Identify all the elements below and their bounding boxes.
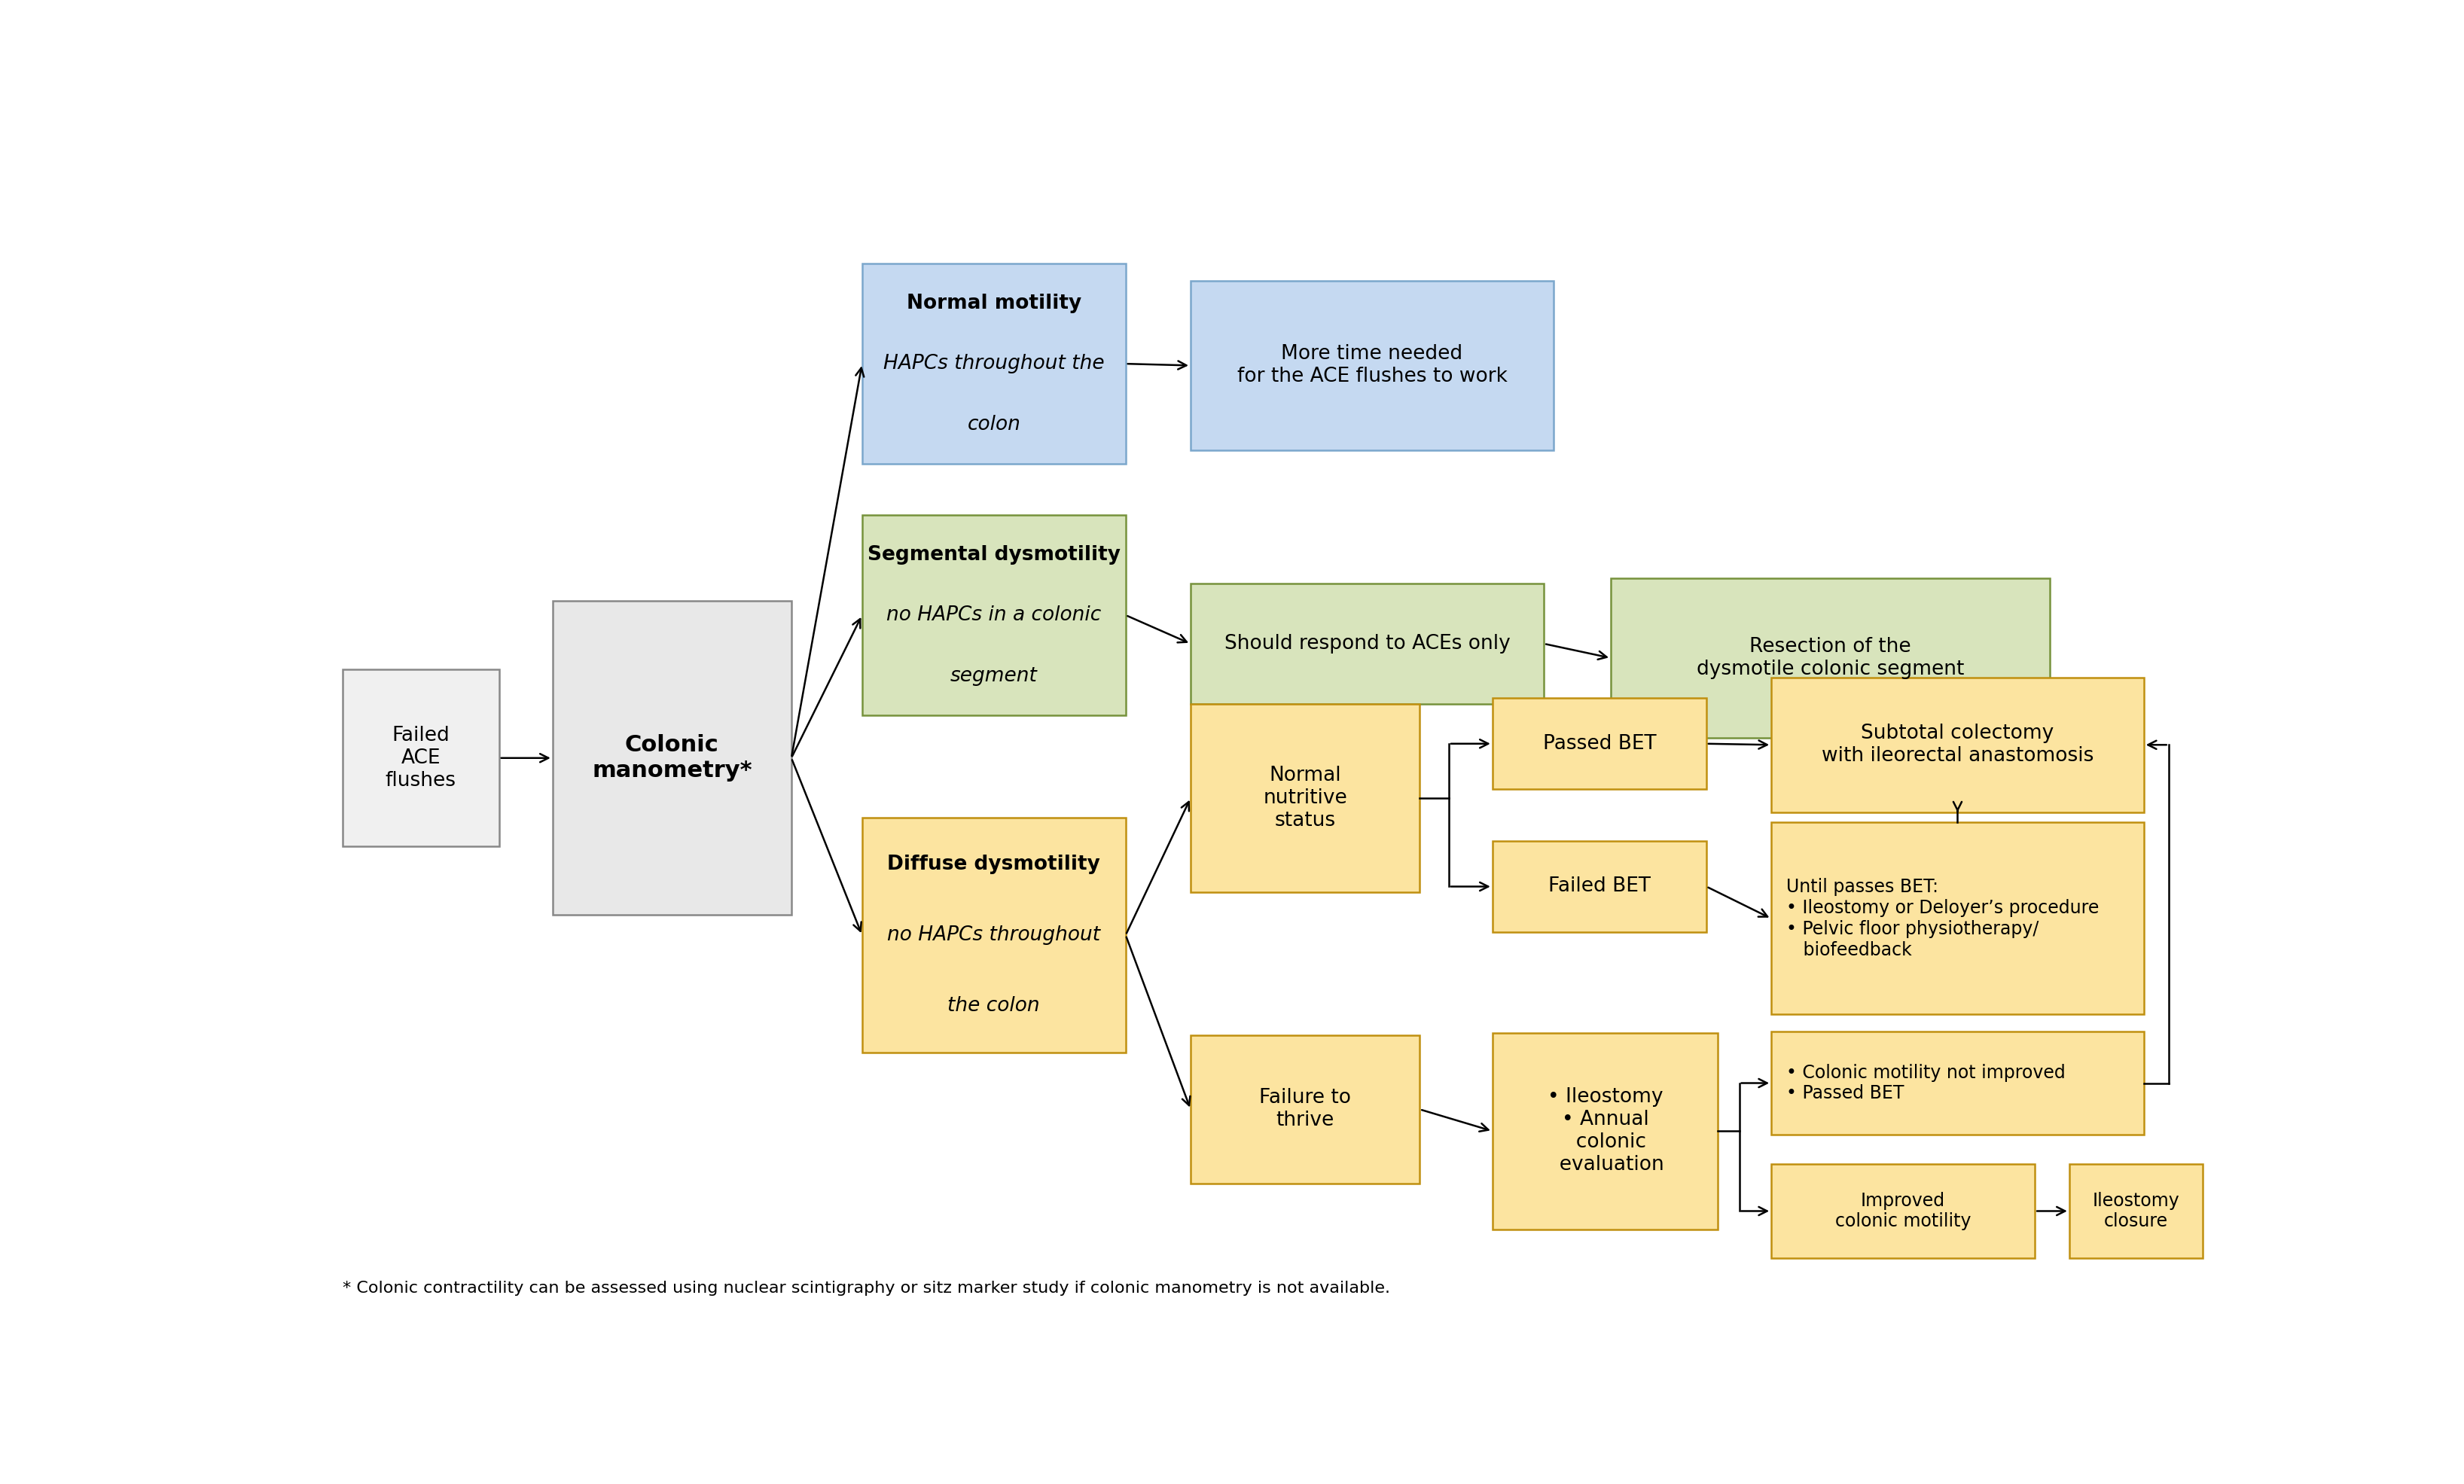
Text: Colonic
manometry*: Colonic manometry* bbox=[591, 735, 752, 782]
Text: Failed
ACE
flushes: Failed ACE flushes bbox=[384, 726, 456, 791]
Text: the colon: the colon bbox=[946, 996, 1040, 1017]
Text: Failure to
thrive: Failure to thrive bbox=[1259, 1088, 1350, 1131]
FancyBboxPatch shape bbox=[1772, 1031, 2144, 1134]
FancyBboxPatch shape bbox=[2070, 1165, 2203, 1258]
Text: no HAPCs throughout: no HAPCs throughout bbox=[887, 926, 1099, 945]
FancyBboxPatch shape bbox=[1493, 841, 1705, 932]
FancyBboxPatch shape bbox=[1190, 703, 1419, 892]
FancyBboxPatch shape bbox=[1190, 583, 1542, 703]
Text: • Ileostomy
• Annual
  colonic
  evaluation: • Ileostomy • Annual colonic evaluation bbox=[1545, 1088, 1663, 1175]
FancyBboxPatch shape bbox=[1772, 677, 2144, 812]
Text: colon: colon bbox=[966, 414, 1020, 435]
Text: no HAPCs in a colonic: no HAPCs in a colonic bbox=[887, 605, 1101, 625]
FancyBboxPatch shape bbox=[862, 264, 1126, 463]
Text: Resection of the
dysmotile colonic segment: Resection of the dysmotile colonic segme… bbox=[1695, 637, 1964, 680]
Text: * Colonic contractility can be assessed using nuclear scintigraphy or sitz marke: * Colonic contractility can be assessed … bbox=[342, 1281, 1390, 1296]
FancyBboxPatch shape bbox=[1772, 822, 2144, 1015]
FancyBboxPatch shape bbox=[1190, 1036, 1419, 1184]
Text: Segmental dysmotility: Segmental dysmotility bbox=[867, 545, 1121, 564]
FancyBboxPatch shape bbox=[552, 601, 791, 916]
Text: Diffuse dysmotility: Diffuse dysmotility bbox=[887, 855, 1099, 874]
FancyBboxPatch shape bbox=[1493, 697, 1705, 789]
Text: Ileostomy
closure: Ileostomy closure bbox=[2092, 1192, 2178, 1230]
Text: HAPCs throughout the: HAPCs throughout the bbox=[882, 355, 1104, 374]
Text: More time needed
for the ACE flushes to work: More time needed for the ACE flushes to … bbox=[1237, 344, 1506, 386]
Text: segment: segment bbox=[951, 666, 1037, 686]
FancyBboxPatch shape bbox=[1611, 577, 2050, 738]
Text: Passed BET: Passed BET bbox=[1542, 735, 1656, 754]
Text: Until passes BET:
• Ileostomy or Deloyer’s procedure
• Pelvic floor physiotherap: Until passes BET: • Ileostomy or Deloyer… bbox=[1786, 879, 2099, 959]
FancyBboxPatch shape bbox=[862, 818, 1126, 1052]
FancyBboxPatch shape bbox=[1772, 1165, 2035, 1258]
FancyBboxPatch shape bbox=[1190, 280, 1552, 450]
Text: • Colonic motility not improved
• Passed BET: • Colonic motility not improved • Passed… bbox=[1786, 1064, 2065, 1103]
Text: Normal motility: Normal motility bbox=[907, 294, 1082, 313]
Text: Subtotal colectomy
with ileorectal anastomosis: Subtotal colectomy with ileorectal anast… bbox=[1821, 724, 2092, 766]
FancyBboxPatch shape bbox=[1493, 1033, 1717, 1229]
Text: Should respond to ACEs only: Should respond to ACEs only bbox=[1225, 634, 1510, 653]
Text: Failed BET: Failed BET bbox=[1547, 877, 1651, 896]
Text: Normal
nutritive
status: Normal nutritive status bbox=[1262, 766, 1348, 831]
FancyBboxPatch shape bbox=[342, 669, 498, 846]
Text: Improved
colonic motility: Improved colonic motility bbox=[1836, 1192, 1971, 1230]
FancyBboxPatch shape bbox=[862, 515, 1126, 715]
